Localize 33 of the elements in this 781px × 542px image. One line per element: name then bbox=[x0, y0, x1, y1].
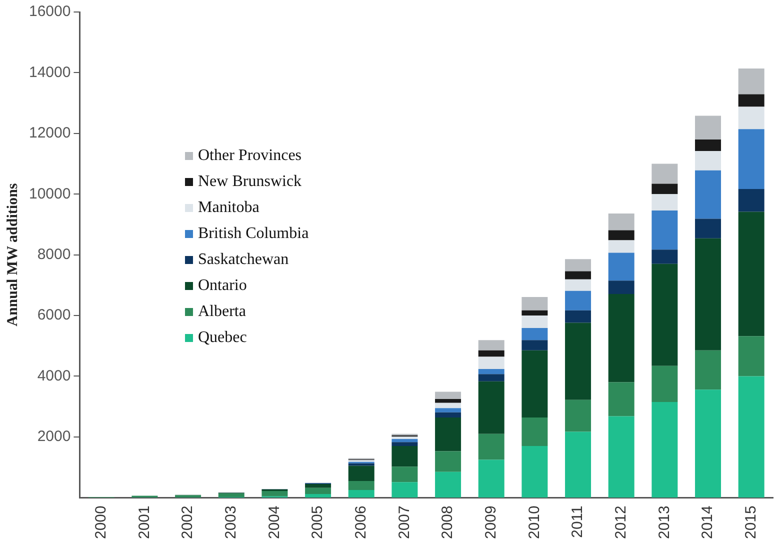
x-tick-label: 2004 bbox=[266, 506, 283, 540]
legend-label: Saskatchewan bbox=[197, 250, 290, 270]
x-tick-label: 2011 bbox=[569, 506, 586, 538]
x-tick-label: 2003 bbox=[222, 506, 240, 540]
x-tick-label: 2006 bbox=[352, 506, 370, 540]
x-tick-label: 2008 bbox=[439, 506, 456, 540]
legend-label: Other Provinces bbox=[197, 146, 303, 166]
y-tick-label: 8000 bbox=[37, 246, 71, 263]
legend-label: New Brunswick bbox=[197, 172, 303, 192]
x-tick-label: 2013 bbox=[656, 506, 673, 540]
legend-label: Quebec bbox=[197, 328, 248, 348]
x-tick-label: 2001 bbox=[136, 506, 153, 540]
x-tick-label: 2012 bbox=[612, 506, 630, 540]
y-tick-label: 2000 bbox=[37, 428, 71, 446]
y-tick-label: 4000 bbox=[37, 367, 71, 384]
y-tick-label: 16000 bbox=[28, 3, 71, 20]
y-axis-title: Annual MW additions bbox=[4, 183, 21, 326]
x-tick-label: 2014 bbox=[699, 506, 716, 540]
y-tick-label: 10000 bbox=[28, 185, 71, 202]
y-tick-label: 14000 bbox=[28, 64, 71, 81]
legend-label: Ontario bbox=[197, 276, 248, 296]
x-tick-label: 2000 bbox=[92, 506, 110, 540]
x-tick-label: 2002 bbox=[179, 506, 196, 540]
x-tick-label: 2015 bbox=[742, 506, 760, 540]
legend-label: British Columbia bbox=[197, 224, 309, 244]
x-tick-label: 2005 bbox=[309, 506, 326, 540]
x-tick-label: 2007 bbox=[396, 506, 413, 540]
x-tick-label: 2010 bbox=[526, 506, 543, 540]
y-tick-label: 6000 bbox=[37, 306, 71, 324]
legend-label: Alberta bbox=[197, 302, 247, 322]
x-tick-label: 2009 bbox=[482, 506, 500, 540]
y-tick-label: 12000 bbox=[28, 124, 71, 142]
legend-label: Manitoba bbox=[197, 198, 260, 218]
